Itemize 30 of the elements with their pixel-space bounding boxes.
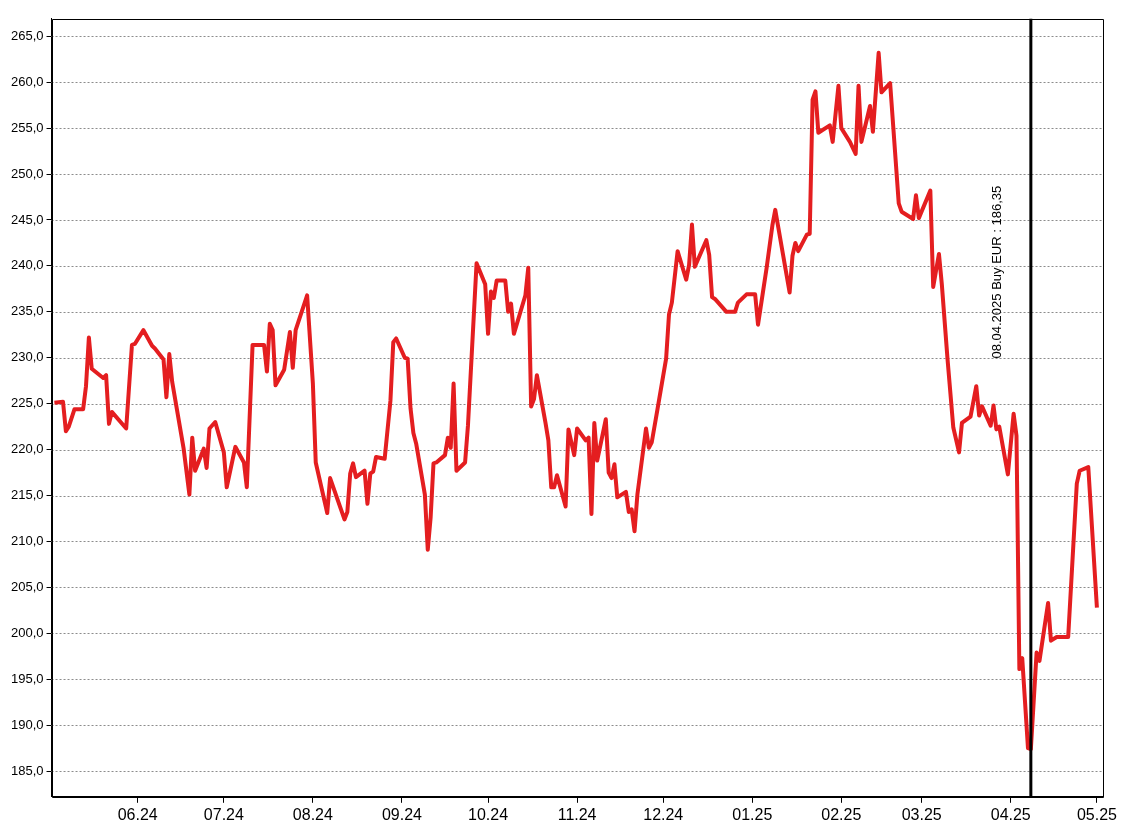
- y-tick-label: 250,0: [10, 165, 44, 181]
- y-tick-label: 265,0: [10, 27, 44, 43]
- y-tick-label: 260,0: [10, 73, 44, 89]
- x-tick-label: 03.25: [901, 805, 942, 823]
- y-tick-label: 205,0: [10, 578, 44, 594]
- x-tick-label: 05.25: [1076, 805, 1118, 823]
- x-tick-label: 02.25: [821, 805, 862, 823]
- x-tick-label: 12.24: [643, 805, 684, 823]
- y-tick-label: 210,0: [10, 533, 44, 549]
- y-tick-label: 215,0: [10, 487, 44, 503]
- y-tick-label: 245,0: [10, 211, 44, 227]
- y-tick-label: 240,0: [10, 257, 44, 273]
- x-tick-label: 01.25: [732, 805, 773, 823]
- ref-line-label: 08.04.2025 Buy EUR : 186,35: [988, 185, 1004, 359]
- y-tick-label: 185,0: [10, 762, 44, 778]
- y-tick-label: 255,0: [10, 119, 44, 135]
- y-tick-label: 200,0: [10, 624, 44, 640]
- x-tick-label: 07.24: [203, 805, 244, 823]
- y-tick-label: 235,0: [10, 303, 44, 319]
- x-tick-label: 11.24: [557, 805, 597, 823]
- y-tick-label: 195,0: [10, 670, 44, 686]
- x-tick-label: 06.24: [117, 805, 158, 823]
- x-tick-label: 10.24: [468, 805, 509, 823]
- x-tick-label: 08.24: [292, 805, 333, 823]
- y-tick-label: 220,0: [10, 441, 44, 457]
- x-tick-label: 04.25: [990, 805, 1031, 823]
- y-tick-label: 230,0: [10, 349, 44, 365]
- y-tick-label: 190,0: [10, 716, 44, 732]
- x-tick-label: 09.24: [381, 805, 423, 823]
- y-tick-label: 225,0: [10, 395, 44, 411]
